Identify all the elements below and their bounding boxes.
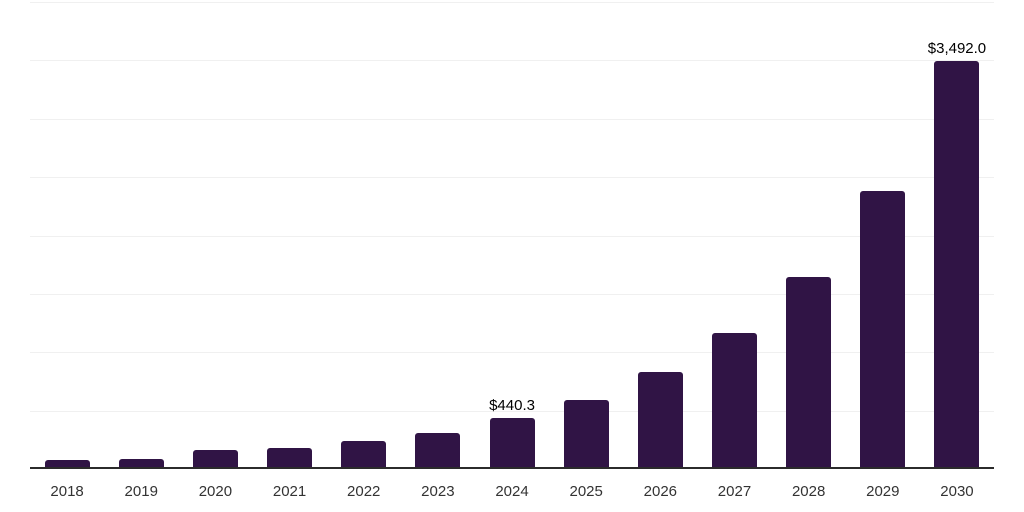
bar-slot-2021 <box>252 2 326 469</box>
x-tick-label-2026: 2026 <box>643 483 678 500</box>
gridline <box>30 118 994 120</box>
x-tick-label-2023: 2023 <box>421 483 455 500</box>
bars-container: $440.3 $3,492.0 <box>30 2 994 469</box>
gridline <box>30 293 994 295</box>
bar-slot-2019 <box>104 2 178 469</box>
bar-slot-2028 <box>772 2 846 469</box>
gridline <box>30 60 994 62</box>
bar-2021 <box>267 448 313 469</box>
bar-slot-2029 <box>846 2 920 469</box>
bar-2018 <box>44 460 90 469</box>
bar-value-label-2030: $3,492.0 <box>927 40 987 58</box>
x-tick-label-2025: 2025 <box>569 483 603 500</box>
bar-2019 <box>118 459 164 469</box>
bar-slot-2020 <box>178 2 252 469</box>
bar-2027 <box>711 333 757 469</box>
x-tick-label-2024: 2024 <box>495 483 529 500</box>
bar-slot-2023 <box>401 2 475 469</box>
bar-2024: $440.3 <box>489 397 535 469</box>
bar-2029 <box>860 191 906 469</box>
x-tick-label-2018: 2018 <box>50 483 84 500</box>
gridline <box>30 2 994 3</box>
gridline <box>30 352 994 354</box>
gridline <box>30 235 994 237</box>
x-tick-label-2022: 2022 <box>347 483 381 500</box>
x-tick-label-2030: 2030 <box>940 483 974 500</box>
gridline <box>30 410 994 412</box>
bar-2028 <box>786 276 832 469</box>
bar-slot-2030: $3,492.0 <box>920 2 994 469</box>
x-tick-label-2019: 2019 <box>124 483 158 500</box>
x-tick-label-2021: 2021 <box>272 483 307 500</box>
bar-slot-2025 <box>549 2 623 469</box>
bar-2023 <box>415 433 461 469</box>
x-tick-label-2029: 2029 <box>866 483 900 500</box>
bar-slot-2027 <box>697 2 771 469</box>
x-axis-tick-labels: 2018 2019 2020 2021 2022 2023 2024 2025 2026 2027… <box>30 482 994 502</box>
bar-2022 <box>341 440 387 469</box>
x-tick-label-2020: 2020 <box>198 483 233 500</box>
gridline <box>30 177 994 179</box>
bar-2030: $3,492.0 <box>928 40 986 469</box>
bar-2026 <box>637 372 683 469</box>
bar-slot-2024: $440.3 <box>475 2 549 469</box>
x-axis-line <box>30 467 994 469</box>
plot-area: $440.3 $3,492.0 <box>30 2 994 469</box>
x-tick-label-2027: 2027 <box>717 483 752 500</box>
x-tick-label-2028: 2028 <box>791 483 826 500</box>
bar-value-label-2024: $440.3 <box>489 396 535 414</box>
bar-slot-2018 <box>30 2 104 469</box>
bar-2025 <box>563 400 609 469</box>
bar-slot-2022 <box>327 2 401 469</box>
bar-2020 <box>192 450 238 469</box>
bar-slot-2026 <box>623 2 697 469</box>
